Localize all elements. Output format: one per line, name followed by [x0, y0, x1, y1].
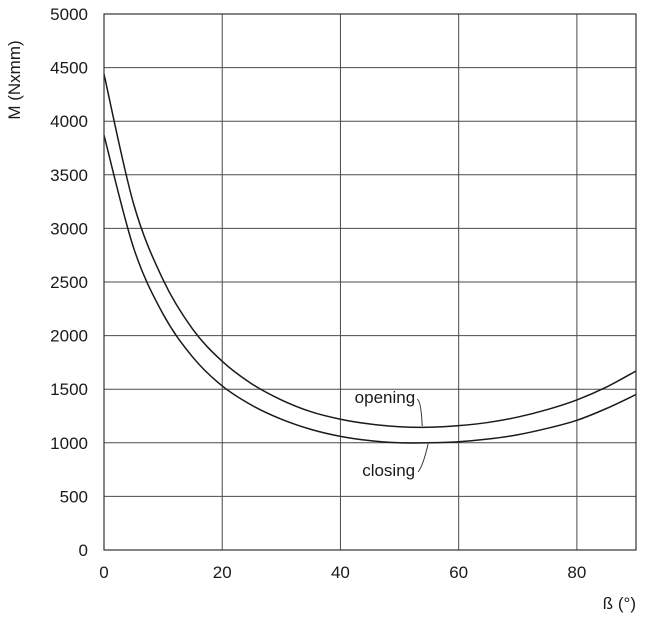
y-tick-label: 1500 — [50, 380, 88, 399]
x-tick-label: 80 — [567, 563, 586, 582]
y-tick-label: 0 — [79, 541, 88, 560]
annotation-closing: closing — [362, 461, 415, 480]
y-axis-label: M (Nxmm) — [5, 40, 24, 119]
x-tick-label: 20 — [213, 563, 232, 582]
y-tick-label: 4000 — [50, 112, 88, 131]
tick-labels: 0 500 1000 1500 2000 2500 3000 3500 4000 4500 5000… — [50, 5, 586, 582]
y-tick-label: 3500 — [50, 166, 88, 185]
y-tick-label: 2000 — [50, 327, 88, 346]
y-tick-label: 4500 — [50, 59, 88, 78]
x-axis-label: ß (°) — [603, 594, 636, 613]
series-line-opening — [103, 73, 637, 429]
y-tick-label: 5000 — [50, 5, 88, 24]
series-layer — [103, 73, 637, 444]
plot-frame — [103, 13, 637, 551]
x-tick-label: 60 — [449, 563, 468, 582]
grid — [104, 14, 636, 550]
x-tick-label: 40 — [331, 563, 350, 582]
annotations: opening closing — [355, 388, 429, 480]
y-tick-label: 1000 — [50, 434, 88, 453]
annotation-leader-closing — [417, 443, 429, 473]
y-tick-label: 2500 — [50, 273, 88, 292]
annotation-leader-opening — [416, 398, 423, 427]
y-tick-label: 500 — [60, 487, 88, 506]
x-tick-label: 0 — [99, 563, 108, 582]
annotation-opening: opening — [355, 388, 416, 407]
series-line-closing — [103, 134, 637, 444]
y-tick-label: 3000 — [50, 219, 88, 238]
